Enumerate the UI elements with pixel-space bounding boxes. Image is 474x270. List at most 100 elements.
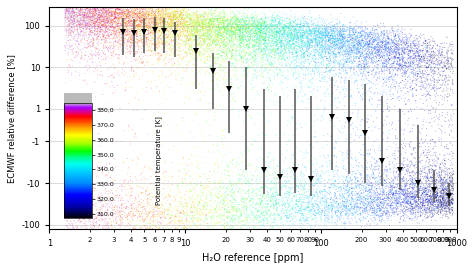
- Point: [113, 23, 121, 28]
- Point: [309, 57, 316, 62]
- Point: [82, 228, 90, 232]
- Point: [365, 183, 373, 187]
- Point: [413, 88, 420, 92]
- Point: [128, 33, 136, 38]
- Point: [156, 231, 164, 235]
- Point: [308, 77, 315, 81]
- Point: [212, 34, 219, 38]
- Point: [354, 47, 362, 52]
- Point: [321, 29, 328, 33]
- Point: [161, 33, 168, 38]
- Point: [212, 219, 219, 223]
- Point: [210, 12, 218, 16]
- Point: [319, 30, 327, 34]
- Point: [199, 43, 207, 48]
- Point: [237, 41, 245, 45]
- Point: [351, 59, 359, 64]
- Point: [84, 188, 91, 193]
- Point: [436, 201, 444, 205]
- Point: [98, 19, 106, 24]
- Point: [123, 14, 130, 18]
- Point: [316, 35, 324, 39]
- Point: [260, 42, 267, 47]
- Point: [245, 36, 253, 40]
- Point: [268, 40, 276, 44]
- Point: [253, 165, 261, 169]
- Point: [138, 17, 146, 22]
- Point: [239, 59, 247, 64]
- Point: [264, 151, 272, 156]
- Point: [145, 40, 153, 45]
- Point: [318, 164, 326, 168]
- Point: [419, 107, 427, 111]
- Point: [419, 185, 427, 189]
- Point: [336, 192, 344, 196]
- Point: [283, 172, 291, 176]
- Point: [73, 22, 81, 27]
- Point: [409, 178, 417, 182]
- Point: [183, 19, 191, 24]
- Point: [91, 15, 98, 19]
- Point: [258, 21, 266, 26]
- Point: [437, 205, 444, 209]
- Point: [224, 173, 232, 178]
- Point: [344, 152, 351, 156]
- Point: [371, 74, 378, 78]
- Point: [434, 62, 441, 66]
- Point: [220, 197, 228, 201]
- Point: [251, 31, 258, 36]
- Point: [314, 192, 321, 197]
- Point: [270, 46, 278, 51]
- Point: [368, 191, 376, 195]
- Point: [76, 4, 83, 8]
- Point: [87, 24, 95, 28]
- Point: [232, 34, 239, 38]
- Point: [72, 16, 80, 21]
- Point: [104, 16, 112, 20]
- Point: [244, 219, 251, 223]
- Point: [66, 26, 73, 31]
- Point: [394, 32, 401, 36]
- Point: [337, 204, 345, 208]
- Point: [351, 43, 358, 48]
- Point: [150, 30, 158, 34]
- Point: [374, 36, 381, 41]
- Point: [227, 20, 234, 24]
- Point: [239, 26, 246, 31]
- Point: [401, 100, 409, 104]
- Point: [284, 26, 292, 30]
- Point: [243, 39, 250, 43]
- Point: [210, 224, 218, 228]
- Point: [409, 88, 416, 92]
- Point: [90, 19, 97, 23]
- Point: [389, 210, 396, 214]
- Point: [118, 16, 125, 21]
- Point: [177, 199, 184, 204]
- Point: [139, 25, 146, 29]
- Point: [184, 24, 191, 28]
- Point: [246, 33, 254, 38]
- Point: [215, 33, 223, 37]
- Point: [124, 31, 132, 35]
- Point: [97, 22, 104, 26]
- Point: [343, 60, 350, 64]
- Point: [338, 39, 346, 43]
- Point: [298, 217, 306, 221]
- Point: [355, 60, 363, 64]
- Point: [177, 22, 184, 26]
- Point: [70, 8, 78, 12]
- Point: [435, 75, 442, 79]
- Point: [260, 37, 267, 41]
- Point: [220, 202, 228, 206]
- Point: [344, 27, 351, 32]
- Point: [215, 34, 223, 38]
- Point: [102, 25, 110, 29]
- Point: [120, 47, 128, 52]
- Point: [372, 191, 379, 195]
- Point: [139, 225, 146, 230]
- Point: [183, 13, 191, 17]
- Point: [415, 198, 422, 202]
- Point: [446, 208, 453, 212]
- Point: [298, 39, 305, 43]
- Point: [316, 26, 323, 30]
